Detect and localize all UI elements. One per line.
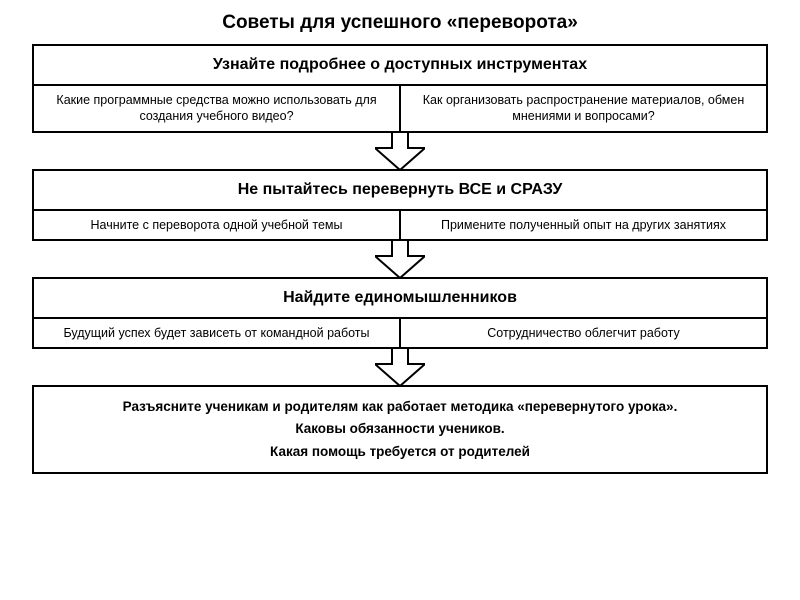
step-cell-1b: Как организовать распространение материа…	[399, 86, 766, 131]
step-row-3: Будущий успех будет зависеть от командно…	[34, 319, 766, 347]
step-cell-2a: Начните с переворота одной учебной темы	[34, 211, 399, 239]
step-header-2: Не пытайтесь перевернуть ВСЕ и СРАЗУ	[34, 171, 766, 211]
down-arrow-icon	[375, 240, 425, 278]
down-arrow-icon	[375, 132, 425, 170]
step-cell-3a: Будущий успех будет зависеть от командно…	[34, 319, 399, 347]
step-cell-3b: Сотрудничество облегчит работу	[399, 319, 766, 347]
final-line-3: Какая помощь требуется от родителей	[46, 442, 754, 462]
down-arrow-icon	[375, 348, 425, 386]
step-row-1: Какие программные средства можно использ…	[34, 86, 766, 131]
step-cell-2b: Примените полученный опыт на других заня…	[399, 211, 766, 239]
step-header-3: Найдите единомышленников	[34, 279, 766, 319]
arrow-1	[32, 132, 768, 170]
step-block-1: Узнайте подробнее о доступных инструмент…	[32, 44, 768, 133]
final-block: Разъясните ученикам и родителям как рабо…	[32, 385, 768, 474]
arrow-3	[32, 348, 768, 386]
page-title: Советы для успешного «переворота»	[32, 12, 768, 34]
step-block-2: Не пытайтесь перевернуть ВСЕ и СРАЗУ Нач…	[32, 169, 768, 241]
final-line-1: Разъясните ученикам и родителям как рабо…	[46, 397, 754, 417]
step-row-2: Начните с переворота одной учебной темы …	[34, 211, 766, 239]
final-line-2: Каковы обязанности учеников.	[46, 419, 754, 439]
step-block-3: Найдите единомышленников Будущий успех б…	[32, 277, 768, 349]
step-header-1: Узнайте подробнее о доступных инструмент…	[34, 46, 766, 86]
step-cell-1a: Какие программные средства можно использ…	[34, 86, 399, 131]
arrow-2	[32, 240, 768, 278]
